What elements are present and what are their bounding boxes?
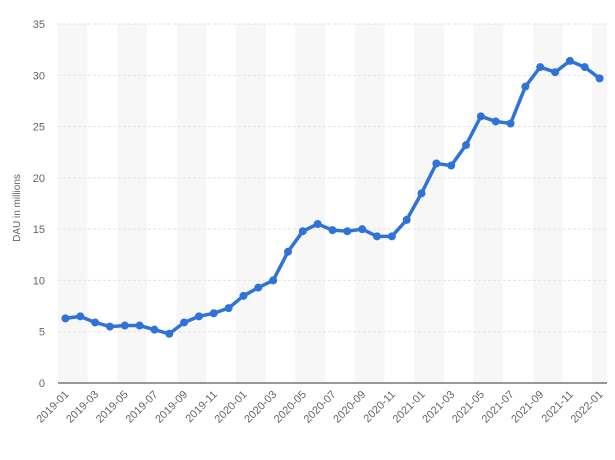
y-tick-label: 35 bbox=[33, 19, 45, 31]
background-band bbox=[295, 24, 326, 383]
data-point[interactable] bbox=[239, 291, 248, 300]
data-point[interactable] bbox=[194, 312, 203, 321]
data-point[interactable] bbox=[447, 161, 456, 170]
data-point[interactable] bbox=[313, 220, 322, 229]
data-point[interactable] bbox=[283, 247, 292, 256]
background-band bbox=[473, 24, 504, 383]
y-tick-label: 5 bbox=[39, 327, 45, 339]
data-point[interactable] bbox=[209, 309, 218, 318]
data-point[interactable] bbox=[521, 82, 530, 91]
background-bands bbox=[58, 24, 607, 383]
data-point[interactable] bbox=[373, 232, 382, 241]
y-tick-label: 15 bbox=[33, 224, 45, 236]
background-band bbox=[117, 24, 148, 383]
data-point[interactable] bbox=[165, 329, 174, 338]
y-tick-labels: 0 5 10 15 20 25 30 35 bbox=[33, 19, 45, 390]
data-point[interactable] bbox=[91, 318, 100, 327]
data-point[interactable] bbox=[595, 74, 604, 83]
data-point[interactable] bbox=[343, 227, 352, 236]
x-tick-label: 2022-01 bbox=[569, 389, 606, 426]
data-point[interactable] bbox=[565, 56, 574, 65]
data-point[interactable] bbox=[462, 141, 471, 150]
data-point[interactable] bbox=[76, 312, 85, 321]
data-point[interactable] bbox=[150, 325, 159, 334]
data-point[interactable] bbox=[120, 321, 129, 330]
background-band bbox=[592, 24, 607, 383]
data-point[interactable] bbox=[135, 321, 144, 330]
data-point[interactable] bbox=[105, 322, 114, 331]
y-tick-label: 30 bbox=[33, 70, 45, 82]
y-tick-label: 0 bbox=[39, 378, 45, 390]
data-point[interactable] bbox=[476, 112, 485, 121]
data-point[interactable] bbox=[432, 159, 441, 168]
data-point[interactable] bbox=[580, 63, 589, 72]
background-band bbox=[414, 24, 444, 383]
data-point[interactable] bbox=[387, 232, 396, 241]
background-band bbox=[58, 24, 88, 383]
data-point[interactable] bbox=[254, 283, 263, 292]
data-points bbox=[61, 56, 604, 338]
x-tick-label: 2020-09 bbox=[331, 389, 368, 426]
data-point[interactable] bbox=[417, 189, 426, 198]
background-band bbox=[236, 24, 266, 383]
background-band bbox=[176, 24, 207, 383]
data-point[interactable] bbox=[506, 119, 515, 128]
gridlines bbox=[58, 23, 607, 384]
data-point[interactable] bbox=[402, 215, 411, 224]
data-point[interactable] bbox=[536, 63, 545, 72]
background-band bbox=[354, 24, 385, 383]
data-point[interactable] bbox=[491, 117, 500, 126]
data-point[interactable] bbox=[61, 314, 70, 323]
y-tick-label: 25 bbox=[33, 122, 45, 134]
x-tick-label: 2021-09 bbox=[509, 389, 546, 426]
data-point[interactable] bbox=[269, 276, 278, 285]
y-axis-title: DAU in millions bbox=[12, 174, 23, 242]
data-point[interactable] bbox=[328, 226, 337, 235]
data-point[interactable] bbox=[551, 68, 560, 77]
x-tick-label: 2019-09 bbox=[153, 389, 190, 426]
data-point[interactable] bbox=[180, 318, 189, 327]
data-point[interactable] bbox=[224, 304, 233, 313]
data-point[interactable] bbox=[358, 225, 367, 234]
x-tick-labels: 2019-012019-032019-052019-072019-092019-… bbox=[35, 389, 606, 426]
y-tick-label: 10 bbox=[33, 275, 45, 287]
background-band bbox=[532, 24, 563, 383]
y-tick-label: 20 bbox=[33, 173, 45, 185]
data-point[interactable] bbox=[298, 227, 307, 236]
